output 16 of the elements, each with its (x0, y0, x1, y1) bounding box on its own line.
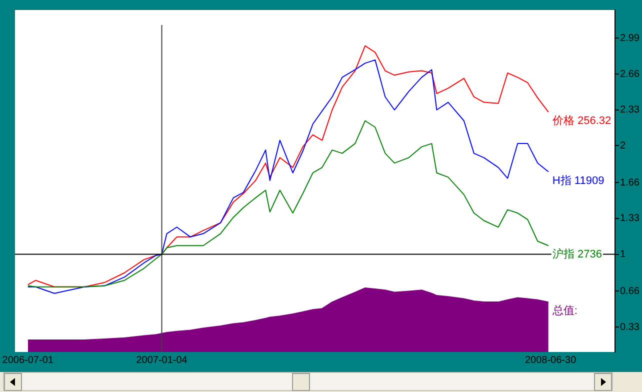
y-tick-label: 2 (620, 140, 626, 152)
y-tick-label: 2.33 (620, 104, 640, 116)
x-tick-label: 2006-07-01 (2, 354, 54, 366)
x-tick-label: 2007-01-04 (136, 354, 188, 366)
y-tick-label: 0.33 (620, 322, 640, 333)
y-tick-label: 1.66 (620, 177, 640, 188)
series-label: 总值: (551, 304, 578, 318)
y-tick-label: 0.66 (620, 286, 640, 297)
x-tick-label: 2008-06-30 (524, 354, 577, 366)
series-label: 沪指 2736 (552, 248, 602, 261)
series-label: H指 11909 (552, 174, 604, 187)
y-tick-label: 1 (620, 249, 626, 260)
series-label: 价格 256.32 (551, 115, 612, 128)
y-tick-label: 2.66 (620, 68, 640, 80)
y-tick-label: 1.33 (620, 213, 640, 224)
y-tick-label: 2.99 (620, 32, 640, 44)
